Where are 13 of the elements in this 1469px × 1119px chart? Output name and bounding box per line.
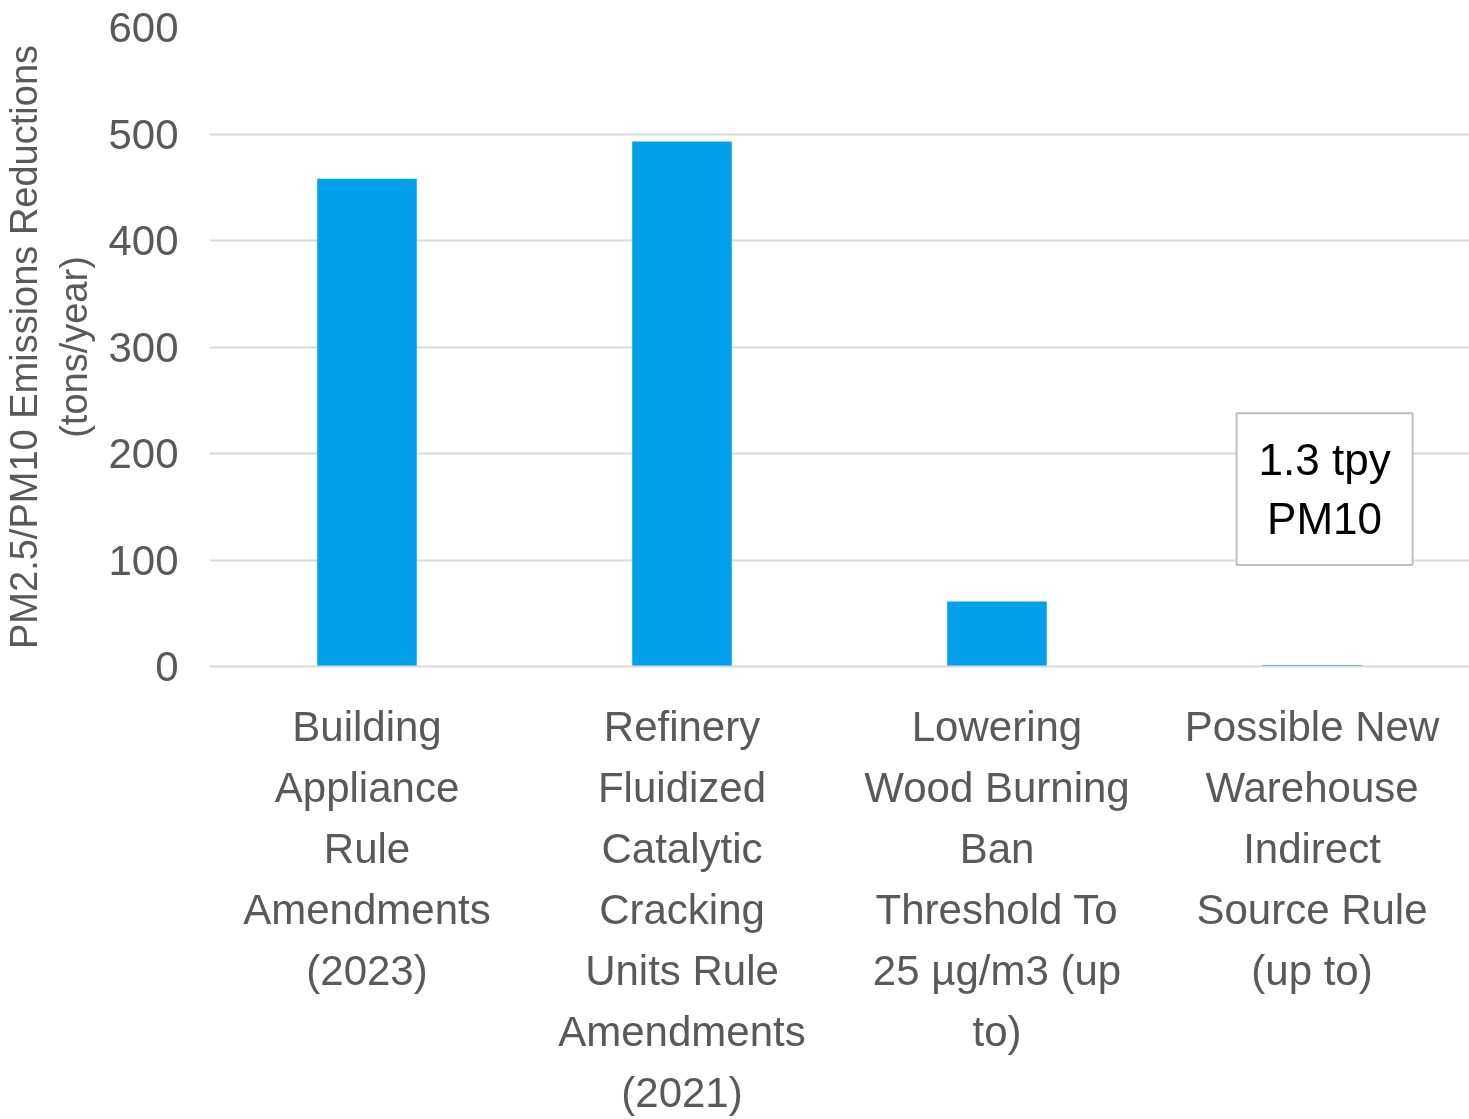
y-tick-label: 500 — [108, 110, 179, 158]
annotation: 1.3 tpy PM10 — [1258, 435, 1391, 544]
y-axis-title: PM2.5/PM10 Emissions Reductions (tons/year) — [3, 44, 96, 650]
x-tick-label: Lowering Wood Burning Ban Threshold To 25 µg/m3 (up to) — [864, 702, 1130, 1055]
y-tick-label: 600 — [108, 4, 179, 51]
y-tick-label: 100 — [108, 536, 179, 584]
y-tick-label: 300 — [108, 323, 179, 371]
x-tick-label: Building Appliance Rule Amendments (2023) — [243, 702, 491, 994]
x-tick-label: Refinery Fluidized Catalytic Cracking Units Rule Amendments (2021) — [558, 702, 806, 1117]
y-tick-label: 400 — [108, 217, 179, 264]
y-tick-label: 200 — [108, 430, 179, 477]
y-tick-label: 0 — [155, 643, 179, 690]
x-tick-label: Possible New Warehouse Indirect Source Rule (up to) — [1184, 702, 1440, 994]
